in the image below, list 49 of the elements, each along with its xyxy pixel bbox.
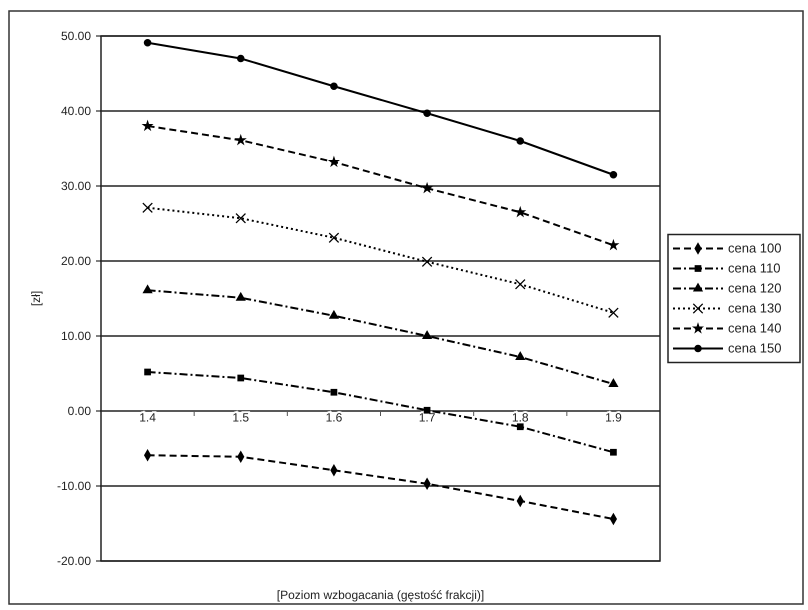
legend-label: cena 100 — [728, 240, 782, 256]
point — [328, 232, 340, 244]
point — [515, 351, 526, 360]
x-tick-label: 1.6 — [326, 410, 343, 425]
point — [237, 374, 244, 382]
y-tick-label: -20.00 — [56, 554, 92, 568]
legend-label: cena 120 — [728, 280, 782, 296]
y-tick-label: 20.00 — [60, 254, 92, 268]
point — [516, 423, 524, 430]
legend-label: cena 130 — [728, 300, 782, 316]
legend-label: cena 110 — [728, 260, 781, 276]
point — [144, 38, 152, 47]
x-tick-label: 1.9 — [605, 410, 622, 425]
point — [142, 284, 153, 294]
point — [236, 54, 245, 62]
point — [328, 156, 340, 168]
point — [423, 109, 431, 118]
point — [514, 278, 526, 290]
point — [610, 448, 617, 456]
y-tick-label: -10.00 — [56, 478, 92, 493]
point — [330, 388, 338, 396]
point — [330, 82, 338, 90]
point — [422, 256, 432, 268]
point — [608, 307, 619, 318]
x-tick-label: 1.5 — [232, 410, 250, 425]
y-axis-title: [zł] — [29, 290, 43, 306]
point — [236, 292, 246, 301]
x-tick-label: 1.8 — [512, 410, 529, 425]
point — [516, 137, 524, 145]
point — [144, 368, 151, 376]
x-axis-title: [Poziom wzbogacania (gęstość frakcji)] — [276, 588, 484, 602]
legend-label: cena 140 — [728, 320, 782, 336]
y-tick-label: 50.00 — [60, 28, 92, 43]
point — [234, 134, 247, 146]
point — [142, 202, 153, 214]
point — [328, 310, 340, 319]
y-tick-label: 30.00 — [60, 178, 92, 193]
x-tick-label: 1.7 — [418, 410, 436, 425]
point — [608, 378, 619, 387]
y-tick-label: 40.00 — [60, 104, 92, 118]
point — [142, 120, 154, 132]
point — [610, 170, 618, 179]
x-tick-label: 1.4 — [139, 410, 156, 425]
point — [421, 182, 434, 194]
point — [235, 212, 246, 224]
legend-label: cena 150 — [728, 340, 782, 356]
y-tick-label: 10.00 — [60, 328, 92, 343]
y-tick-label: 0.00 — [68, 404, 92, 418]
point — [422, 330, 432, 339]
